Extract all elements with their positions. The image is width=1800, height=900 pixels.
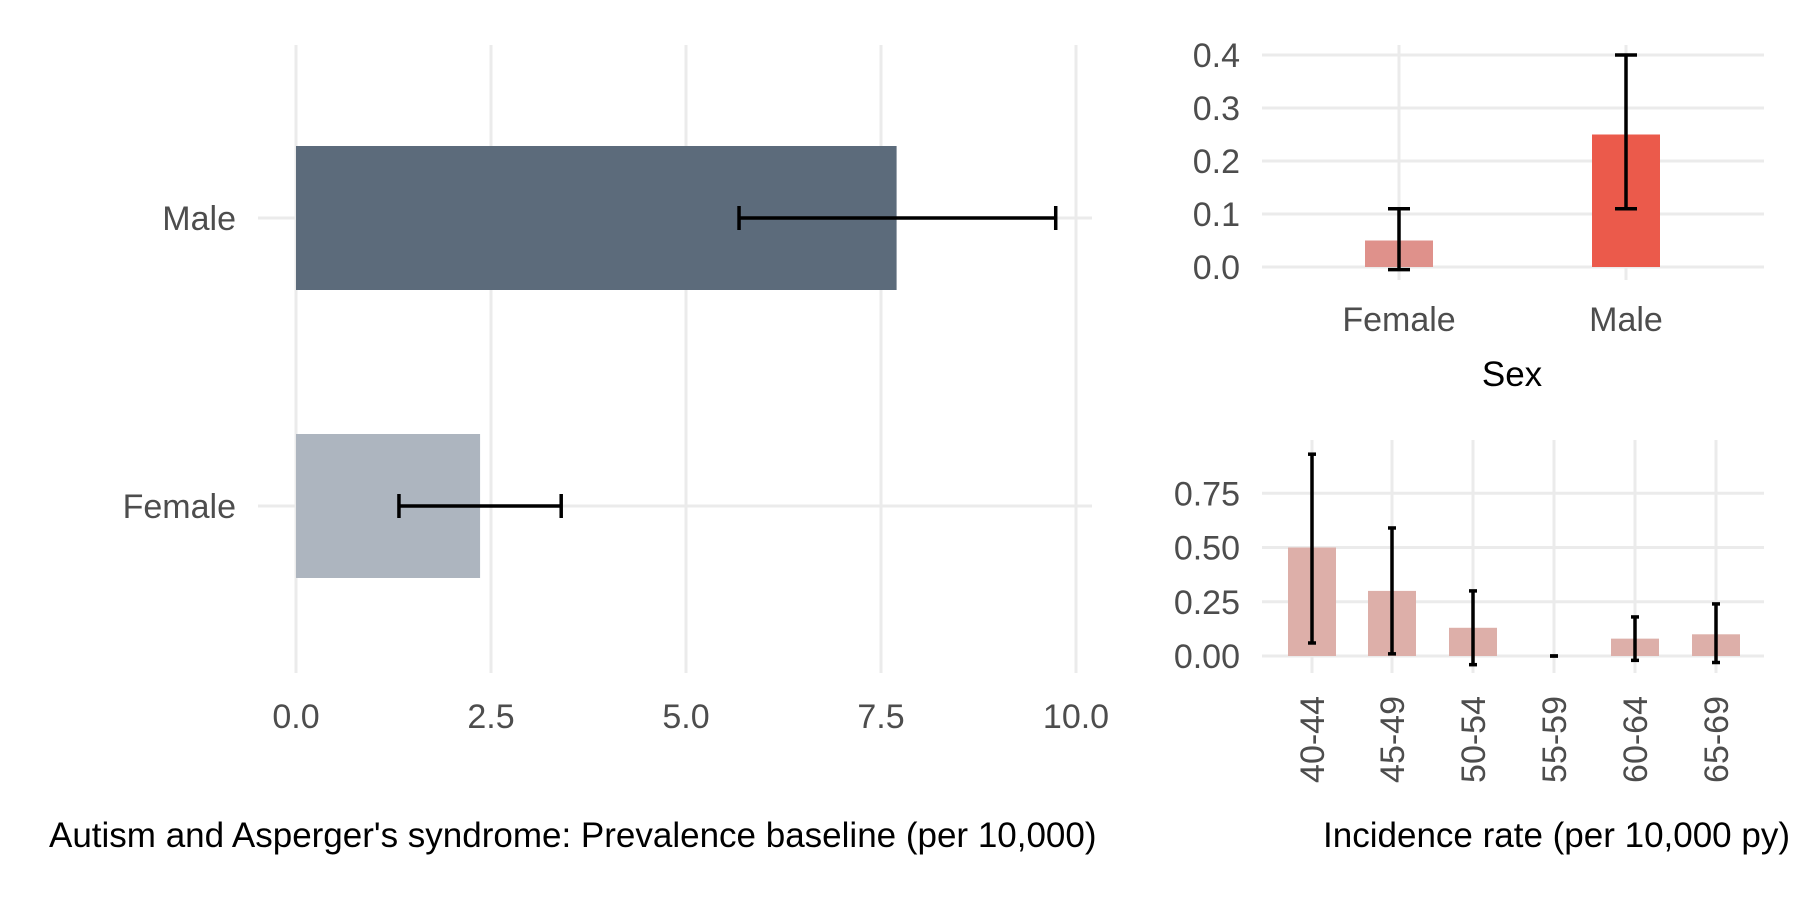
incidence-by-age-panel: 0.00 0.25 0.50 0.75 40-44 45-49 50-54 55-59 60-6… <box>1174 440 1764 783</box>
age-x-axis-title: Incidence rate (per 10,000 py) <box>1323 816 1790 855</box>
y-tick-label: Male <box>162 200 236 238</box>
x-tick-label: 65-69 <box>1698 696 1736 783</box>
y-tick-label: 0.1 <box>1193 196 1240 234</box>
y-tick-label: 0.25 <box>1174 584 1240 622</box>
x-tick-label: Female <box>1342 301 1455 339</box>
y-tick-label: 0.0 <box>1193 249 1240 287</box>
y-tick-label: 0.3 <box>1193 90 1240 128</box>
y-tick-label: Female <box>123 488 236 526</box>
incidence-by-sex-panel: 0.0 0.1 0.2 0.3 0.4 Female Male <box>1193 37 1764 339</box>
y-tick-label: 0.75 <box>1174 475 1240 513</box>
x-tick-label: 2.5 <box>467 698 514 736</box>
x-tick-label: 10.0 <box>1043 698 1109 736</box>
x-tick-label: 40-44 <box>1294 696 1332 783</box>
x-tick-label: 5.0 <box>662 698 709 736</box>
y-tick-label: 0.4 <box>1193 37 1240 75</box>
x-tick-label: Male <box>1589 301 1663 339</box>
prevalence-panel: Female Male 0.0 2.5 5.0 7.5 10.0 <box>123 45 1109 736</box>
y-tick-label: 0.2 <box>1193 143 1240 181</box>
y-tick-label: 0.00 <box>1174 638 1240 676</box>
y-tick-label: 0.50 <box>1174 530 1240 568</box>
x-tick-label: 60-64 <box>1617 696 1655 783</box>
x-tick-label: 50-54 <box>1455 696 1493 783</box>
x-tick-label: 0.0 <box>272 698 319 736</box>
x-tick-label: 45-49 <box>1374 696 1412 783</box>
prevalence-x-axis-title: Autism and Asperger's syndrome: Prevalen… <box>49 816 1097 855</box>
x-tick-label: 7.5 <box>857 698 904 736</box>
x-tick-label: 55-59 <box>1536 696 1574 783</box>
sex-x-axis-title: Sex <box>1482 355 1543 394</box>
